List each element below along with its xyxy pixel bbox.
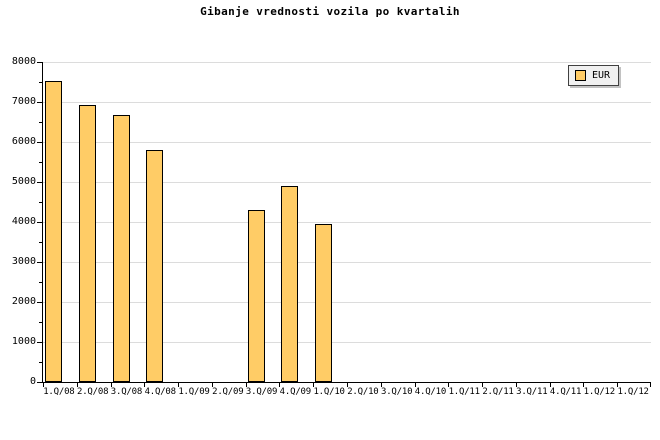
y-axis-minor-tick bbox=[39, 242, 43, 243]
legend-label-eur: EUR bbox=[592, 69, 611, 81]
y-axis-tick bbox=[37, 222, 43, 223]
y-axis-label: 5000 bbox=[11, 176, 36, 187]
y-axis-minor-tick bbox=[39, 282, 43, 283]
x-axis-tick bbox=[415, 382, 416, 387]
x-axis-tick bbox=[381, 382, 382, 387]
x-axis-label: 1.Q/08 bbox=[43, 387, 75, 397]
gridline bbox=[43, 222, 651, 223]
x-axis-tick bbox=[212, 382, 213, 387]
bar[interactable] bbox=[79, 105, 96, 382]
y-axis-tick bbox=[37, 262, 43, 263]
x-axis-label: 2.Q/11 bbox=[482, 387, 514, 397]
x-axis-tick bbox=[583, 382, 584, 387]
x-axis-tick bbox=[516, 382, 517, 387]
x-axis-label: 1.Q/10 bbox=[313, 387, 345, 397]
x-axis-tick bbox=[43, 382, 44, 387]
y-axis-tick bbox=[37, 302, 43, 303]
x-axis-tick bbox=[448, 382, 449, 387]
x-axis-tick bbox=[550, 382, 551, 387]
bar[interactable] bbox=[113, 115, 130, 382]
bar[interactable] bbox=[315, 224, 332, 382]
gridline bbox=[43, 102, 651, 103]
x-axis-tick bbox=[617, 382, 618, 387]
x-axis-label: 4.Q/08 bbox=[144, 387, 177, 397]
x-axis-label: 4.Q/11 bbox=[549, 387, 582, 397]
x-axis-tick bbox=[279, 382, 280, 387]
y-axis-minor-tick bbox=[39, 322, 43, 323]
bar[interactable] bbox=[248, 210, 265, 382]
x-axis-label: 1.Q/11 bbox=[448, 387, 481, 397]
y-axis-tick bbox=[37, 142, 43, 143]
y-axis-minor-tick bbox=[39, 162, 43, 163]
y-axis-minor-tick bbox=[39, 202, 43, 203]
x-axis-label: 1.Q/12 bbox=[617, 387, 649, 397]
x-axis-label: 4.Q/09 bbox=[279, 387, 312, 397]
x-axis-tick bbox=[178, 382, 179, 387]
x-axis-label: 4.Q/10 bbox=[414, 387, 447, 397]
gridline bbox=[43, 62, 651, 63]
y-axis-tick bbox=[37, 62, 43, 63]
x-axis-tick bbox=[347, 382, 348, 387]
x-axis-label: 1.Q/12 bbox=[583, 387, 616, 397]
x-axis-tick bbox=[77, 382, 78, 387]
y-axis-tick bbox=[37, 102, 43, 103]
gridline bbox=[43, 342, 651, 343]
legend-swatch-eur bbox=[575, 70, 586, 81]
x-axis-label: 3.Q/10 bbox=[381, 387, 413, 397]
bar[interactable] bbox=[45, 81, 62, 382]
y-axis-label: 7000 bbox=[11, 96, 36, 107]
x-axis-tick bbox=[111, 382, 112, 387]
y-axis-label: 2000 bbox=[11, 296, 36, 307]
y-axis-label: 8000 bbox=[11, 56, 36, 67]
y-axis-minor-tick bbox=[39, 122, 43, 123]
x-axis-label: 3.Q/09 bbox=[245, 387, 278, 397]
chart-title: Gibanje vrednosti vozila po kvartalih bbox=[200, 5, 460, 18]
x-axis-label: 2.Q/08 bbox=[77, 387, 109, 397]
chart-legend[interactable]: EUR bbox=[568, 65, 620, 86]
x-axis-tick bbox=[482, 382, 483, 387]
x-axis-tick bbox=[144, 382, 145, 387]
x-axis-tick bbox=[313, 382, 314, 387]
y-axis-label: 0 bbox=[29, 376, 36, 387]
y-axis-minor-tick bbox=[39, 362, 43, 363]
x-axis-tick bbox=[650, 382, 651, 387]
gridline bbox=[43, 262, 651, 263]
y-axis-label: 4000 bbox=[11, 216, 36, 227]
bar[interactable] bbox=[146, 150, 163, 382]
y-axis-tick bbox=[37, 342, 43, 343]
y-axis-tick bbox=[37, 382, 43, 383]
y-axis-label: 3000 bbox=[11, 256, 36, 267]
y-axis-label: 1000 bbox=[11, 336, 36, 347]
x-axis-label: 3.Q/08 bbox=[110, 387, 143, 397]
gridline bbox=[43, 182, 651, 183]
plot-area bbox=[37, 62, 651, 387]
x-axis-label: 2.Q/09 bbox=[212, 387, 244, 397]
gridline bbox=[43, 142, 651, 143]
y-axis-tick bbox=[37, 182, 43, 183]
y-axis-label: 6000 bbox=[11, 136, 36, 147]
y-axis-minor-tick bbox=[39, 82, 43, 83]
x-axis-tick bbox=[246, 382, 247, 387]
x-axis-label: 3.Q/11 bbox=[516, 387, 548, 397]
gridline bbox=[43, 302, 651, 303]
x-axis-label: 2.Q/10 bbox=[347, 387, 379, 397]
x-axis-label: 1.Q/09 bbox=[178, 387, 210, 397]
bar[interactable] bbox=[281, 186, 298, 382]
